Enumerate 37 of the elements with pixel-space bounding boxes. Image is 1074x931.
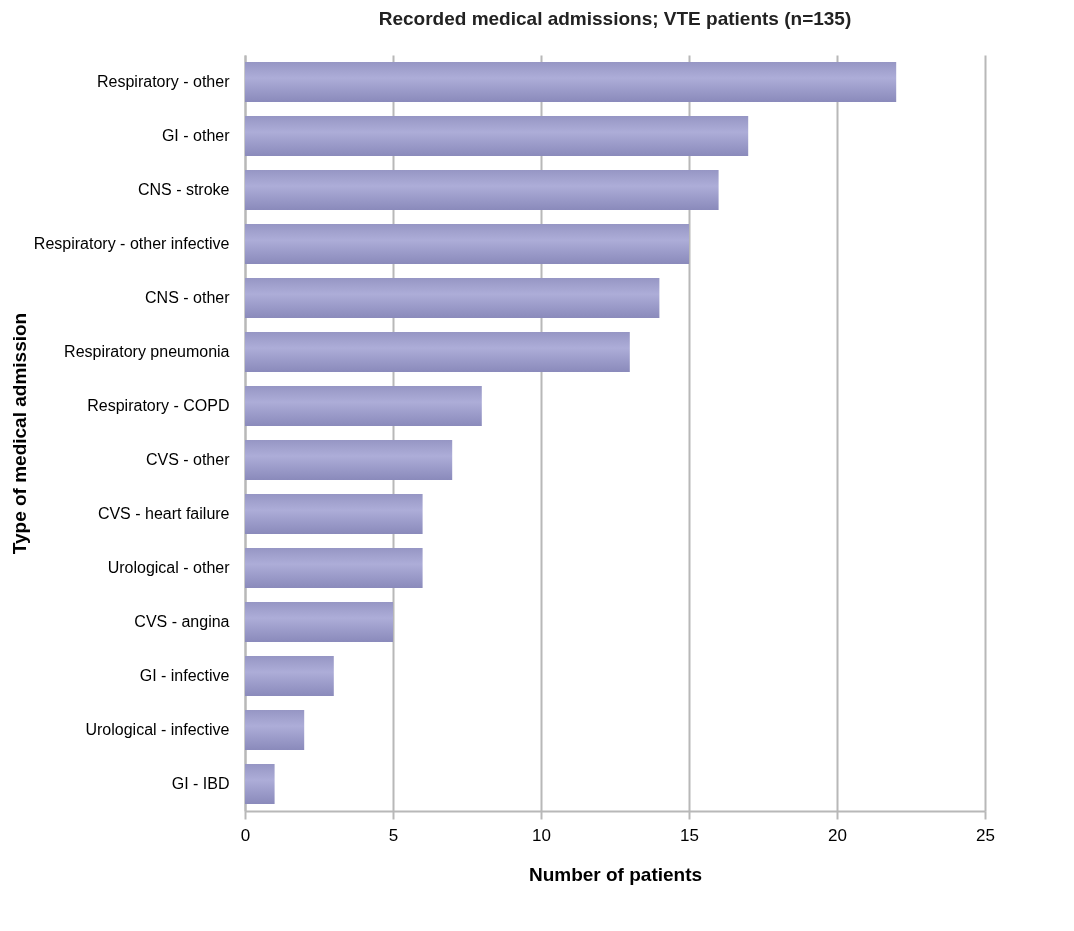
y-tick-label: Respiratory - other infective: [33, 235, 230, 252]
x-tick-label: 15: [680, 825, 699, 845]
y-tick-label: Respiratory pneumonia: [64, 343, 230, 360]
bar: [245, 116, 749, 156]
bar: [245, 170, 719, 210]
y-tick-label: CNS - stroke: [137, 181, 230, 198]
y-tick-label: GI - other: [161, 127, 231, 144]
bar: [245, 656, 334, 696]
bar: [245, 224, 689, 264]
x-tick-label: 10: [532, 825, 551, 845]
x-tick-label: 0: [240, 825, 251, 845]
y-tick-label: CNS - other: [145, 289, 231, 306]
bar: [245, 602, 393, 642]
x-tick-label: 5: [388, 825, 399, 845]
chart-title: Recorded medical admissions; VTE patients (n=135): [378, 8, 852, 29]
y-axis-title: Type of medical admission: [8, 312, 30, 555]
bar: [245, 764, 275, 804]
y-tick-label: GI - IBD: [171, 775, 230, 792]
bar: [245, 386, 482, 426]
bar: [245, 548, 423, 588]
y-tick-label: Respiratory - COPD: [87, 397, 230, 414]
bar: [245, 278, 660, 318]
y-tick-label: Urological - other: [107, 559, 231, 576]
x-axis-title: Number of patients: [528, 863, 703, 885]
bar: [245, 440, 453, 480]
y-tick-label: CVS - heart failure: [97, 505, 230, 522]
bar: [245, 494, 423, 534]
y-tick-label: Respiratory - other: [97, 73, 231, 90]
bar: [245, 332, 630, 372]
x-tick-label: 20: [828, 825, 847, 845]
y-tick-label: CVS - other: [145, 451, 231, 468]
y-tick-label: GI - infective: [139, 667, 230, 684]
y-tick-label: Urological - infective: [85, 721, 230, 738]
x-tick-label: 25: [976, 825, 995, 845]
bar: [245, 710, 305, 750]
bar: [245, 62, 897, 102]
y-tick-label: CVS - angina: [134, 613, 230, 630]
